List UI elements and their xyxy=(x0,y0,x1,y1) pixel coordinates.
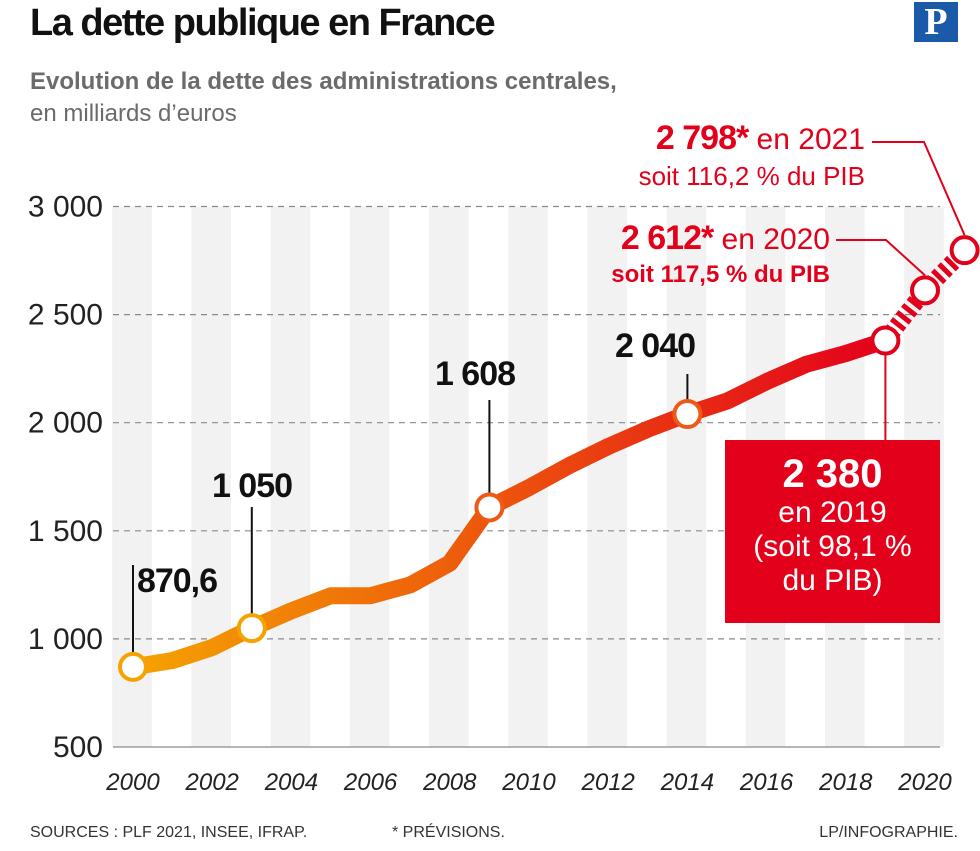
y-tick-label: 1 500 xyxy=(28,515,103,548)
callout-2020-year: en 2020 xyxy=(713,223,830,256)
callout-2021-leader xyxy=(872,141,966,236)
x-tick-label: 2008 xyxy=(422,769,477,796)
y-tick-label: 3 000 xyxy=(28,191,103,224)
callout-2020-leader xyxy=(836,239,926,277)
callout-2021-value: 2 798* xyxy=(655,119,749,157)
callout-2020-gdp: soit 117,5 % du PIB xyxy=(611,261,830,288)
data-point-marker xyxy=(910,275,940,306)
publisher-logo: P xyxy=(914,2,958,42)
data-point-marker xyxy=(236,613,267,644)
chart-subtitle: Evolution de la dette des administration… xyxy=(30,68,617,95)
data-point-marker xyxy=(870,325,901,356)
x-tick-label: 2004 xyxy=(264,769,318,796)
footer-sources: SOURCES : PLF 2021, INSEE, IFRAP. xyxy=(30,824,308,841)
y-tick-label: 2 500 xyxy=(28,299,103,332)
x-tick-label: 2016 xyxy=(739,769,794,796)
data-point-marker xyxy=(118,651,148,682)
grid-band xyxy=(666,206,707,747)
grid-band xyxy=(270,206,311,747)
data-label: 1 050 xyxy=(212,467,292,505)
y-tick-label: 1 000 xyxy=(28,623,103,656)
x-tick-label: 2014 xyxy=(660,769,714,796)
x-tick-label: 2010 xyxy=(501,769,556,796)
callout-2021-year: en 2021 xyxy=(748,123,865,156)
x-tick-label: 2006 xyxy=(343,769,398,796)
chart-subtitle-unit: en milliards d’euros xyxy=(30,100,237,127)
callout-2020: 2 612* en 2020 soit 117,5 % du PIB xyxy=(520,218,830,290)
data-point-marker xyxy=(474,492,505,523)
x-tick-label: 2020 xyxy=(897,769,952,796)
x-tick-label: 2012 xyxy=(581,769,635,796)
x-tick-label: 2002 xyxy=(185,769,239,796)
grid-band xyxy=(349,206,390,747)
data-point-marker xyxy=(672,399,703,430)
footer-forecast-note: * PRÉVISIONS. xyxy=(392,824,505,841)
callout-2019-gdp-1: (soit 98,1 % xyxy=(753,530,912,563)
callout-2019-year: en 2019 xyxy=(778,496,887,529)
x-tick-label: 2000 xyxy=(105,769,160,796)
data-label: 1 608 xyxy=(435,355,515,393)
footer-credit: LP/INFOGRAPHIE. xyxy=(819,824,958,841)
callout-2019-gdp-2: du PIB) xyxy=(782,564,883,597)
grid-band xyxy=(429,206,469,747)
x-tick-label: 2018 xyxy=(818,769,873,796)
data-label: 2 040 xyxy=(615,327,695,365)
callout-2021-gdp: soit 116,2 % du PIB xyxy=(638,161,865,191)
callout-2020-value: 2 612* xyxy=(620,219,714,257)
callout-2019-value: 2 380 xyxy=(782,452,883,496)
chart-title: La dette publique en France xyxy=(30,2,496,44)
y-tick-label: 2 000 xyxy=(28,407,103,440)
data-label: 870,6 xyxy=(137,562,217,600)
callout-2021: 2 798* en 2021 soit 116,2 % du PIB xyxy=(560,118,865,192)
y-tick-label: 500 xyxy=(53,731,103,764)
grid-band xyxy=(587,206,627,747)
callout-2019-box: 2 380 en 2019 (soit 98,1 % du PIB) xyxy=(725,440,940,623)
data-point-marker xyxy=(949,235,980,266)
